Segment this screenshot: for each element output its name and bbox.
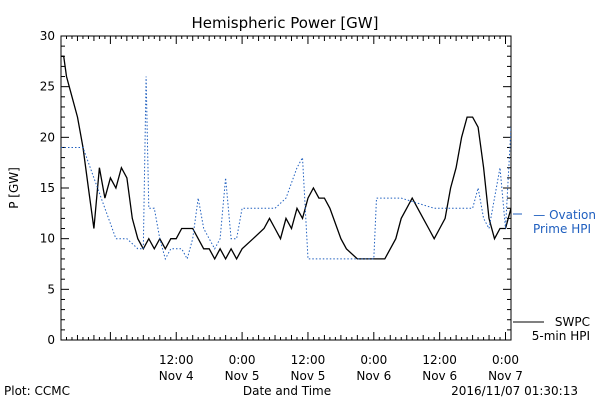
y-axis-ticks: 0 5 10 15 20 25 30	[40, 29, 511, 347]
y-tick-label: 15	[40, 181, 55, 195]
x-axis-label: Date and Time	[243, 384, 331, 398]
x-tick-label-date: Nov 5	[291, 369, 326, 383]
x-tick-label-time: 0:00	[229, 353, 256, 367]
x-tick-label-date: Nov 6	[356, 369, 391, 383]
x-tick-label-time: 12:00	[291, 353, 326, 367]
x-tick-label-date: Nov 4	[159, 369, 194, 383]
footer-left: Plot: CCMC	[4, 384, 70, 398]
legend-swpc-label-2: 5-min HPI	[532, 329, 590, 343]
series-layer	[61, 55, 511, 261]
y-tick-label: 30	[40, 29, 55, 43]
legend: SWPC 5-min HPI — Ovation Prime HPI	[513, 208, 596, 343]
chart-title: Hemispheric Power [GW]	[192, 14, 379, 32]
y-tick-label: 20	[40, 130, 55, 144]
x-tick-label-date: Nov 7	[488, 369, 523, 383]
y-tick-label: 0	[47, 333, 55, 347]
x-tick-label-time: 12:00	[422, 353, 457, 367]
footer-right: 2016/11/07 01:30:13	[451, 384, 578, 398]
x-tick-label-time: 0:00	[492, 353, 519, 367]
x-tick-label-time: 0:00	[360, 353, 387, 367]
legend-ovation-label-1: — Ovation	[533, 208, 596, 222]
y-tick-label: 5	[47, 282, 55, 296]
series-ovation-line	[61, 76, 511, 261]
x-axis-ticks: 12:00 Nov 4 0:00 Nov 5 12:00 Nov 5 0:00 Nov 6 12…	[60, 36, 523, 383]
x-tick-label-date: Nov 6	[422, 369, 457, 383]
legend-swpc-label-1: SWPC	[555, 315, 590, 329]
y-axis-label: P [GW]	[7, 167, 21, 209]
series-swpc-line	[61, 55, 511, 261]
x-tick-label-date: Nov 5	[225, 369, 260, 383]
y-tick-label: 25	[40, 80, 55, 94]
x-tick-label-time: 12:00	[159, 353, 194, 367]
legend-ovation-label-2: Prime HPI	[533, 222, 591, 236]
y-tick-label: 10	[40, 232, 55, 246]
